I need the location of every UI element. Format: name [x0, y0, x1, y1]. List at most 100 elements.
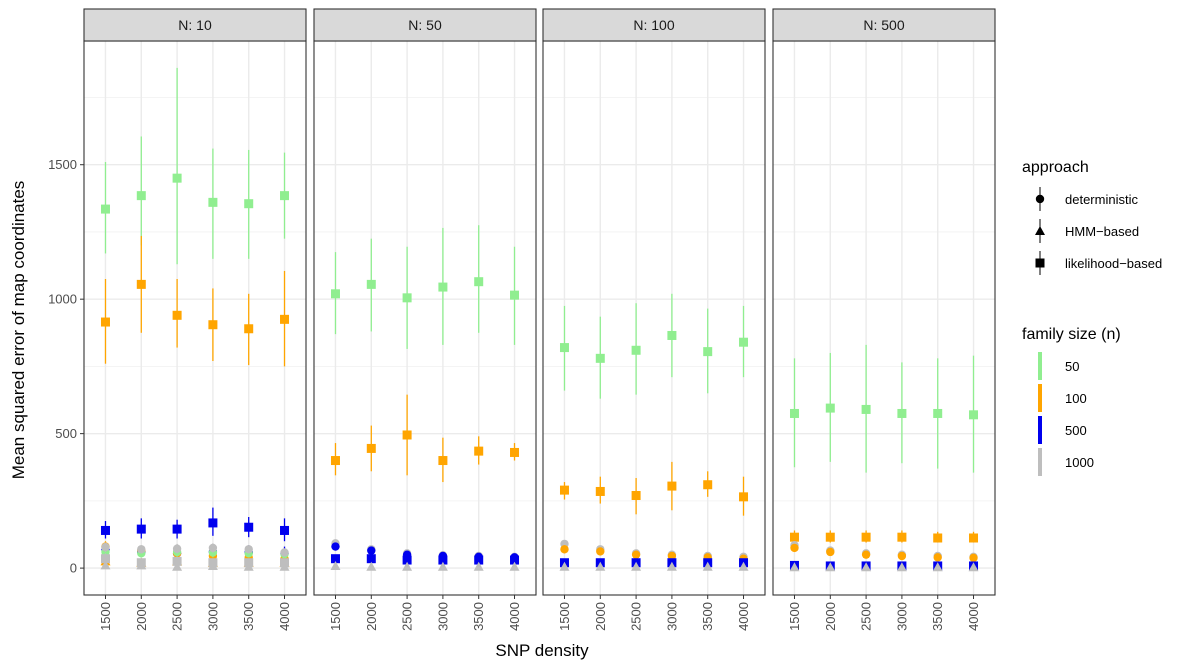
data-point-square: [280, 191, 290, 201]
data-point-square: [474, 277, 484, 287]
data-point-square: [631, 345, 641, 355]
data-point-triangle: [666, 561, 677, 571]
data-point-square: [100, 317, 110, 327]
data-point-triangle: [595, 561, 606, 571]
legend-label-approach: deterministic: [1065, 192, 1138, 207]
data-point-square: [559, 485, 569, 495]
x-tick-label-2500: 2500: [859, 602, 874, 631]
data-point-square: [280, 558, 290, 568]
panel-1: N: 10 1500 2000 2500 3000 3500 4000: [83, 8, 307, 631]
data-point-triangle: [402, 561, 413, 571]
data-point-triangle: [789, 562, 800, 572]
facet-strip-label: N: 500: [863, 17, 904, 33]
data-point-circle: [667, 551, 677, 561]
data-point-square: [208, 320, 218, 330]
data-point-square: [100, 525, 110, 535]
data-point-square: [402, 555, 412, 565]
data-point-square: [933, 408, 943, 418]
data-point-square: [330, 456, 340, 466]
data-point-square: [897, 408, 907, 418]
data-point-circle: [367, 546, 376, 555]
data-point-square: [244, 522, 254, 532]
legend-approach: approach deterministic HMM−based likelihoo…: [1022, 159, 1162, 275]
x-tick-label-4000: 4000: [277, 602, 292, 631]
data-point-triangle: [509, 561, 520, 571]
data-point-triangle: [559, 561, 570, 571]
data-point-square: [136, 279, 146, 289]
data-point-circle: [331, 542, 340, 551]
x-tick-label-1500: 1500: [328, 602, 343, 631]
data-point-square: [244, 558, 254, 568]
data-point-triangle: [473, 561, 484, 571]
panel-background: [84, 41, 306, 595]
data-point-circle: [172, 544, 182, 553]
x-tick-label-3000: 3000: [664, 602, 679, 631]
panel-background: [314, 41, 536, 595]
data-point-square: [789, 532, 799, 542]
data-point-circle: [280, 548, 289, 557]
data-point-circle: [897, 551, 907, 561]
x-tick-label-1500: 1500: [787, 602, 802, 631]
data-point-circle: [790, 543, 799, 553]
panel-4: N: 500 1500 2000 2500 3000 3500 4000: [772, 8, 996, 631]
facet-strip: [542, 8, 766, 42]
x-tick-label-3500: 3500: [700, 602, 715, 631]
x-tick-label-2500: 2500: [400, 602, 415, 631]
x-tick-label-4000: 4000: [507, 602, 522, 631]
data-point-square: [244, 199, 254, 209]
x-tick-label-1500: 1500: [557, 602, 572, 631]
data-point-triangle: [172, 561, 183, 571]
data-point-circle: [101, 542, 110, 552]
data-point-square: [703, 480, 713, 490]
data-point-square: [969, 410, 979, 420]
x-tick-label-4000: 4000: [736, 602, 751, 631]
facet-strip-label: N: 100: [633, 17, 674, 33]
data-point-square: [136, 524, 146, 534]
data-point-square: [789, 408, 799, 418]
data-point-square: [100, 554, 110, 564]
data-point-square: [438, 555, 448, 565]
data-point-square: [438, 456, 448, 466]
legend-family-size-title: family size (n): [1022, 326, 1121, 343]
data-point-square: [438, 282, 448, 292]
data-point-square: [595, 353, 605, 363]
data-point-square: [739, 337, 749, 347]
x-tick-label-3000: 3000: [435, 602, 450, 631]
data-point-triangle: [631, 561, 642, 571]
data-point-square: [703, 347, 713, 357]
data-point-circle: [208, 543, 218, 553]
data-point-square: [595, 486, 605, 496]
x-tick-label-2000: 2000: [364, 602, 379, 631]
x-tick-label-2000: 2000: [134, 602, 149, 631]
data-point-square: [474, 446, 484, 456]
data-point-square: [208, 518, 218, 528]
facet-strip-label: N: 10: [178, 17, 212, 33]
panel-background: [543, 41, 765, 595]
facet-strip: [83, 8, 307, 42]
legend-approach-title: approach: [1022, 159, 1089, 176]
data-point-square: [172, 173, 182, 183]
legend-key-square: [1035, 258, 1045, 268]
data-point-square: [825, 532, 835, 542]
data-point-square: [402, 430, 412, 440]
panel-background: [773, 41, 995, 595]
legend-label-family-size: 100: [1065, 391, 1087, 406]
facet-strip-label: N: 50: [408, 17, 442, 33]
panel-2: N: 50 1500 2000 2500 3000 3500 4000: [313, 8, 537, 631]
data-point-square: [280, 525, 290, 535]
data-point-square: [100, 204, 110, 214]
data-point-triangle: [702, 561, 713, 571]
data-point-square: [402, 293, 412, 303]
data-point-circle: [826, 547, 835, 557]
panels-layer: 0 500 1000 1500 N: 10 1500 2000 2500 3000 3500 400…: [48, 8, 996, 631]
data-point-square: [172, 524, 182, 534]
data-point-triangle: [825, 562, 836, 572]
x-tick-label-4000: 4000: [966, 602, 981, 631]
x-tick-label-1500: 1500: [98, 602, 113, 631]
data-point-square: [897, 532, 907, 542]
legend-label-family-size: 1000: [1065, 455, 1094, 470]
data-point-triangle: [738, 561, 749, 571]
data-point-square: [366, 443, 376, 453]
legend-label-family-size: 50: [1065, 359, 1079, 374]
data-point-square: [136, 558, 146, 568]
